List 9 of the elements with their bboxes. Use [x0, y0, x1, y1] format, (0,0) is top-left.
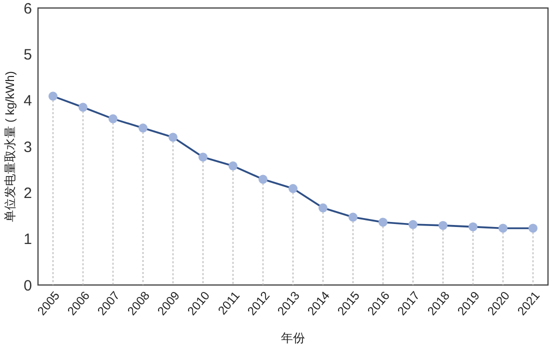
y-axis-title: 单位发电量取水量 ( kg/kWh) [3, 71, 17, 222]
x-axis-title: 年份 [281, 331, 305, 345]
y-tick-label: 6 [24, 0, 32, 18]
y-tick-label: 3 [24, 138, 32, 156]
y-tick-label: 4 [24, 92, 32, 110]
y-tick-label: 1 [24, 231, 32, 248]
y-tick-label: 0 [24, 277, 32, 294]
y-tick-label: 2 [24, 184, 32, 202]
y-tick-label: 5 [24, 46, 32, 64]
